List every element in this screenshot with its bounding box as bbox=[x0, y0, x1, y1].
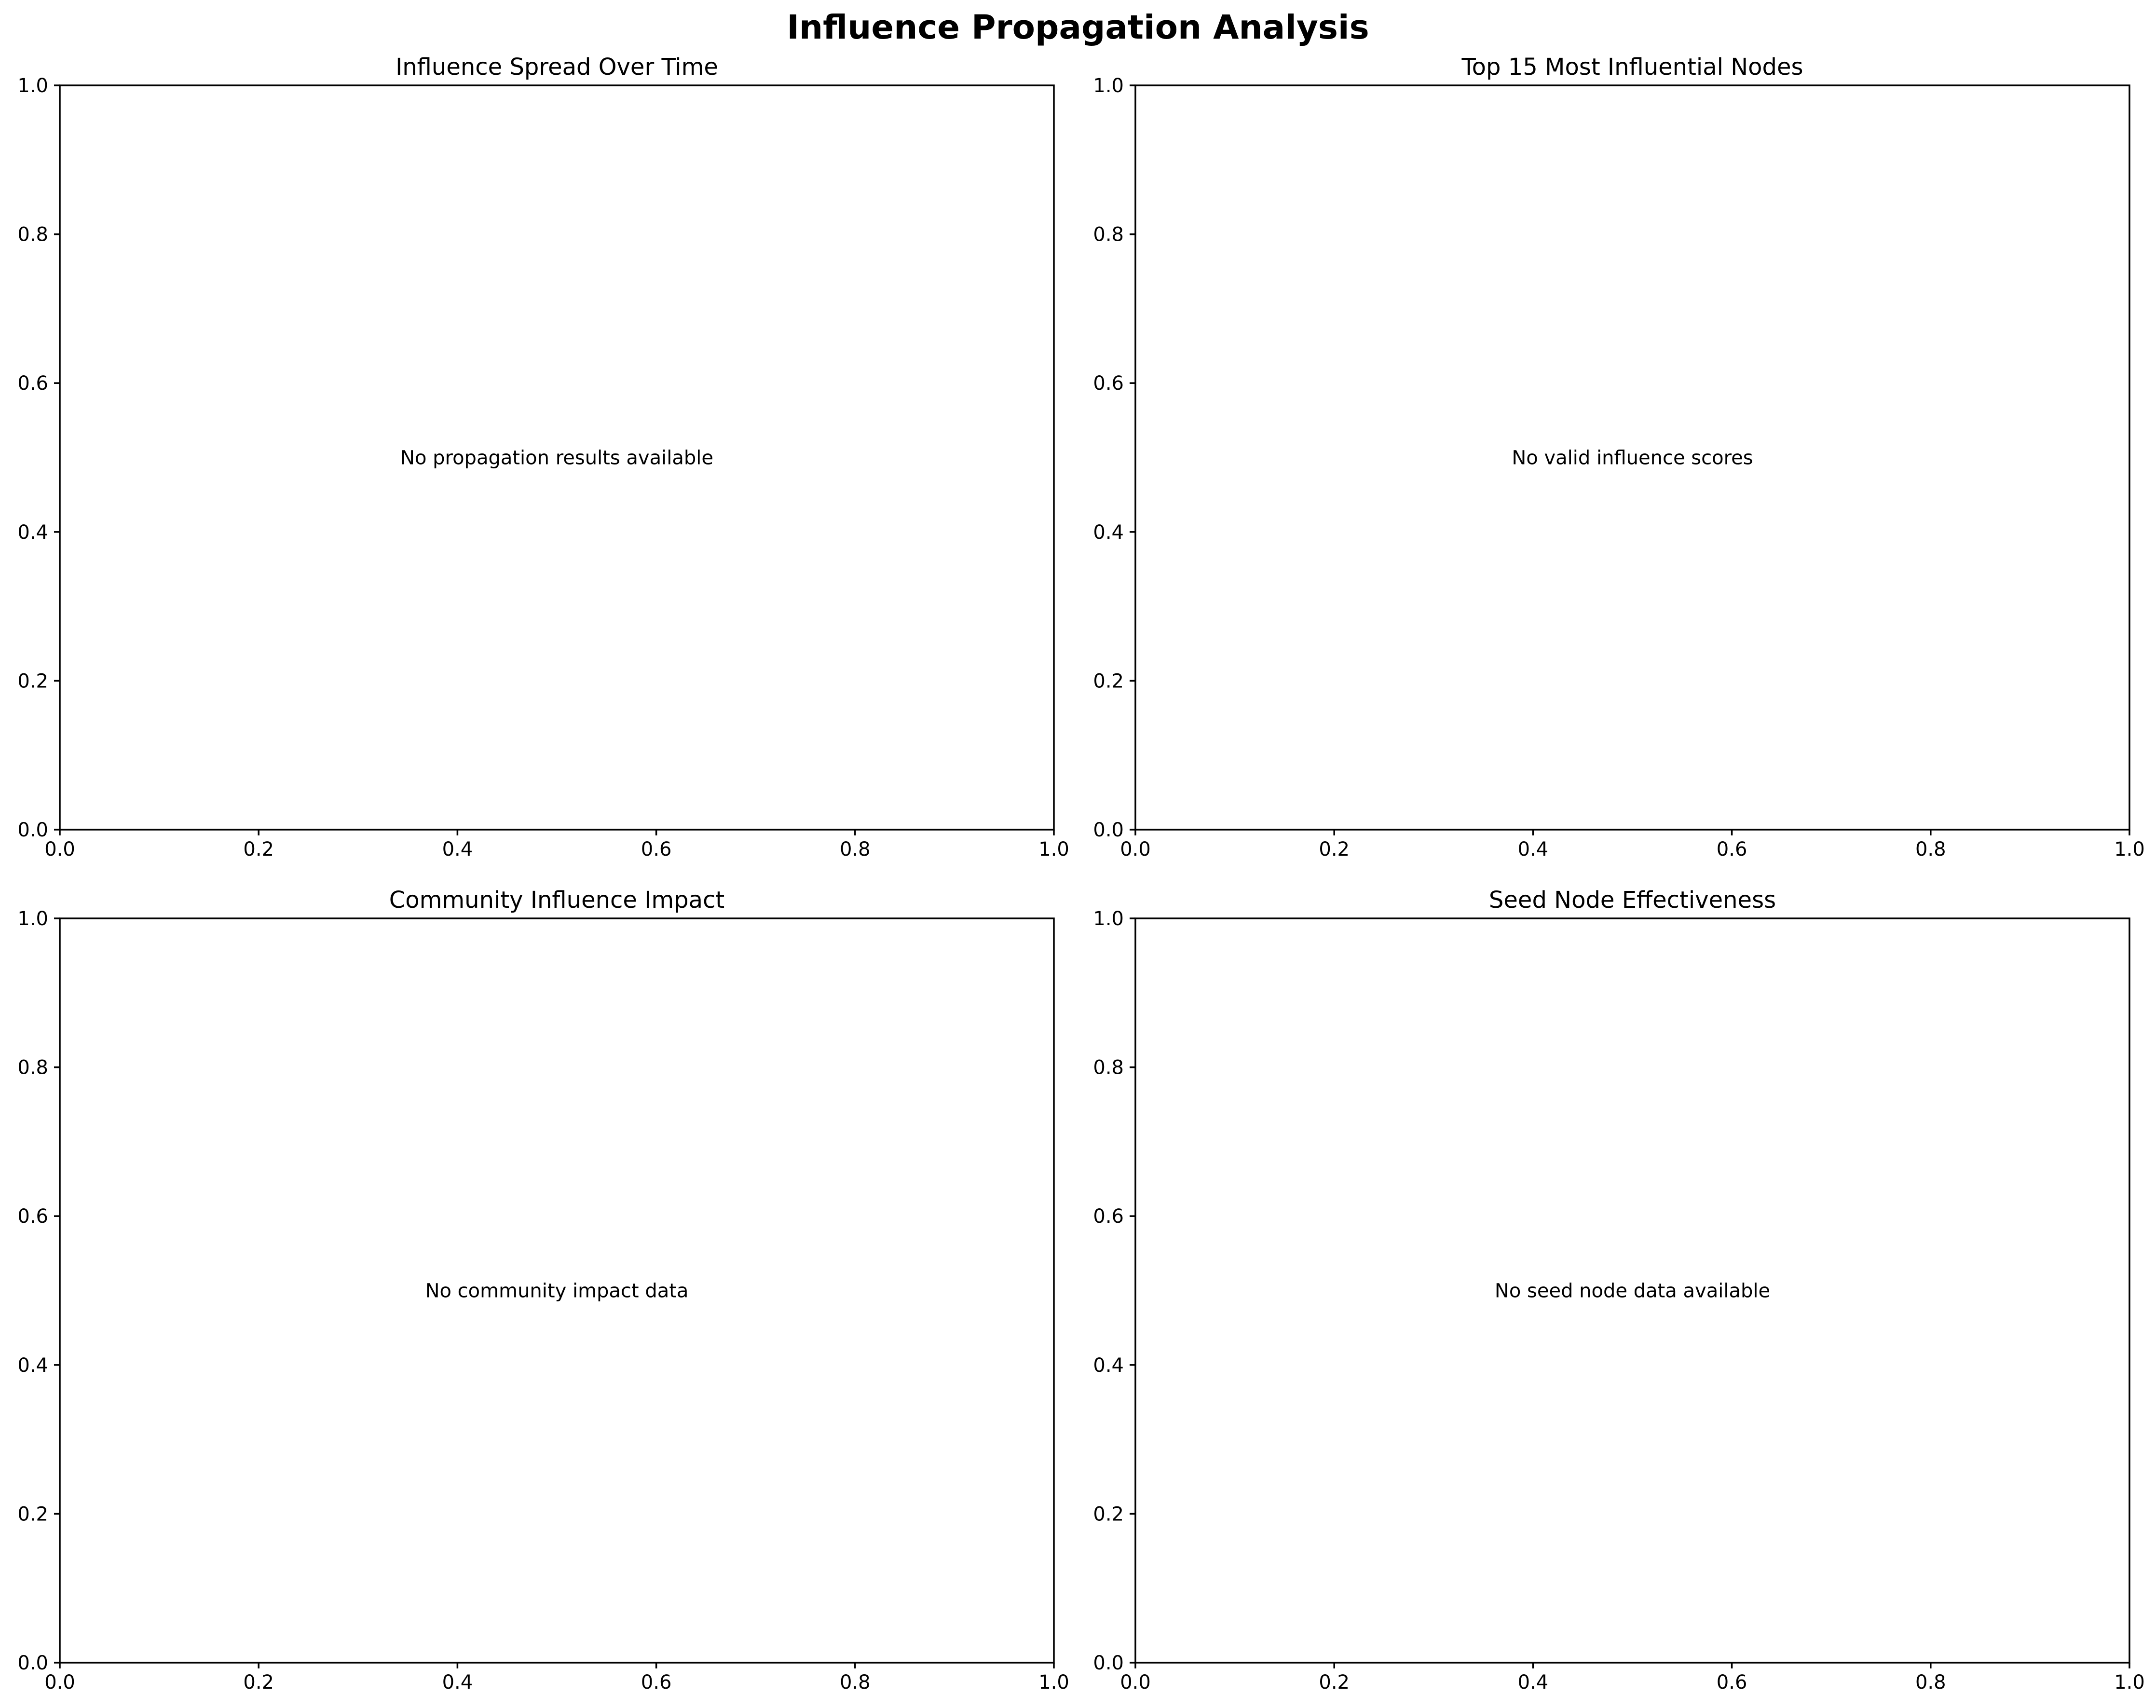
community-impact-title: Community Influence Impact bbox=[389, 887, 724, 914]
community-impact-xtick-label: 0.6 bbox=[641, 1671, 672, 1694]
influence-spread-xtick-label: 0.4 bbox=[442, 838, 473, 861]
figure-suptitle: Influence Propagation Analysis bbox=[787, 8, 1369, 47]
community-impact-ytick-label: 0.2 bbox=[17, 1503, 48, 1525]
top-influential-nodes-ytick-label: 0.6 bbox=[1093, 372, 1124, 395]
axes-layer: Influence Spread Over Time 0.0 0.2 0.4 0.6 0.… bbox=[17, 54, 2144, 1694]
seed-effectiveness-ytick-label: 0.4 bbox=[1093, 1354, 1124, 1377]
influence-spread-xtick-label: 0.2 bbox=[243, 838, 274, 861]
seed-effectiveness-plot-area bbox=[1135, 918, 2129, 1663]
seed-effectiveness-empty-message: No seed node data available bbox=[1495, 1280, 1770, 1302]
top-influential-nodes-ytick-label: 0.0 bbox=[1093, 819, 1124, 841]
influence-spread-plot-area bbox=[60, 85, 1054, 830]
community-impact-xtick-label: 0.8 bbox=[840, 1671, 871, 1694]
community-impact-ytick-label: 0.6 bbox=[17, 1205, 48, 1228]
seed-effectiveness-xtick-label: 0.6 bbox=[1717, 1671, 1747, 1694]
community-impact-ytick-label: 0.4 bbox=[17, 1354, 48, 1377]
subplot-seed-effectiveness: Seed Node Effectiveness 0.0 0.2 0.4 0.6 0.8 1.… bbox=[1093, 887, 2144, 1694]
influence-spread-title: Influence Spread Over Time bbox=[396, 54, 718, 81]
seed-effectiveness-axes-frame bbox=[1134, 917, 2130, 1664]
top-influential-nodes-ytick-label: 1.0 bbox=[1093, 75, 1124, 97]
seed-effectiveness-xtick-label: 0.8 bbox=[1915, 1671, 1946, 1694]
community-impact-ytick-label: 1.0 bbox=[17, 908, 48, 930]
community-impact-ytick-label: 0.8 bbox=[17, 1057, 48, 1079]
community-impact-xtick-label: 0.4 bbox=[442, 1671, 473, 1694]
influence-spread-xtick-label: 0.8 bbox=[840, 838, 871, 861]
top-influential-nodes-xtick-label: 0.8 bbox=[1915, 838, 1946, 861]
community-impact-xtick-label: 0.2 bbox=[243, 1671, 274, 1694]
community-impact-plot-area bbox=[60, 918, 1054, 1663]
top-influential-nodes-xtick-label: 0.0 bbox=[1120, 838, 1151, 861]
top-influential-nodes-xtick-label: 0.4 bbox=[1518, 838, 1549, 861]
top-influential-nodes-xtick-label: 1.0 bbox=[2114, 838, 2145, 861]
influence-spread-ytick-label: 0.2 bbox=[17, 670, 48, 692]
subplot-community-impact: Community Influence Impact 0.0 0.2 0.4 0.6 0.… bbox=[17, 887, 1069, 1694]
seed-effectiveness-xtick-label: 0.0 bbox=[1120, 1671, 1151, 1694]
influence-spread-xtick-label: 0.6 bbox=[641, 838, 672, 861]
influence-spread-xtick-label: 0.0 bbox=[44, 838, 75, 861]
influence-spread-empty-message: No propagation results available bbox=[400, 447, 713, 469]
influence-spread-ytick-label: 0.0 bbox=[17, 819, 48, 841]
community-impact-empty-message: No community impact data bbox=[425, 1280, 689, 1302]
community-impact-axes-frame bbox=[59, 917, 1055, 1664]
influence-spread-ytick-label: 1.0 bbox=[17, 75, 48, 97]
seed-effectiveness-ytick-label: 0.6 bbox=[1093, 1205, 1124, 1228]
seed-effectiveness-xtick-label: 0.4 bbox=[1518, 1671, 1549, 1694]
community-impact-xtick-label: 1.0 bbox=[1038, 1671, 1069, 1694]
influence-spread-ytick-label: 0.6 bbox=[17, 372, 48, 395]
influence-spread-xtick-label: 1.0 bbox=[1038, 838, 1069, 861]
subplot-influence-spread: Influence Spread Over Time 0.0 0.2 0.4 0.6 0.… bbox=[17, 54, 1069, 861]
subplot-top-influential-nodes: Top 15 Most Influential Nodes 0.0 0.2 0.4 0.… bbox=[1093, 54, 2144, 861]
community-impact-ytick-label: 0.0 bbox=[17, 1652, 48, 1674]
influence-spread-ytick-label: 0.8 bbox=[17, 224, 48, 246]
seed-effectiveness-xtick-label: 0.2 bbox=[1319, 1671, 1350, 1694]
influence-spread-ytick-label: 0.4 bbox=[17, 521, 48, 544]
seed-effectiveness-title: Seed Node Effectiveness bbox=[1489, 887, 1776, 914]
top-influential-nodes-ytick-label: 0.2 bbox=[1093, 670, 1124, 692]
top-influential-nodes-ytick-label: 0.4 bbox=[1093, 521, 1124, 544]
top-influential-nodes-axes-frame bbox=[1134, 84, 2130, 831]
seed-effectiveness-ytick-label: 0.0 bbox=[1093, 1652, 1124, 1674]
seed-effectiveness-ytick-label: 0.2 bbox=[1093, 1503, 1124, 1525]
top-influential-nodes-empty-message: No valid influence scores bbox=[1512, 447, 1753, 469]
top-influential-nodes-plot-area bbox=[1135, 85, 2129, 830]
influence-spread-axes-frame bbox=[59, 84, 1055, 831]
seed-effectiveness-ytick-label: 0.8 bbox=[1093, 1057, 1124, 1079]
top-influential-nodes-ytick-label: 0.8 bbox=[1093, 224, 1124, 246]
seed-effectiveness-ytick-label: 1.0 bbox=[1093, 908, 1124, 930]
community-impact-xtick-label: 0.0 bbox=[44, 1671, 75, 1694]
top-influential-nodes-xtick-label: 0.6 bbox=[1717, 838, 1747, 861]
seed-effectiveness-xtick-label: 1.0 bbox=[2114, 1671, 2145, 1694]
top-influential-nodes-title: Top 15 Most Influential Nodes bbox=[1461, 54, 1803, 81]
top-influential-nodes-xtick-label: 0.2 bbox=[1319, 838, 1350, 861]
